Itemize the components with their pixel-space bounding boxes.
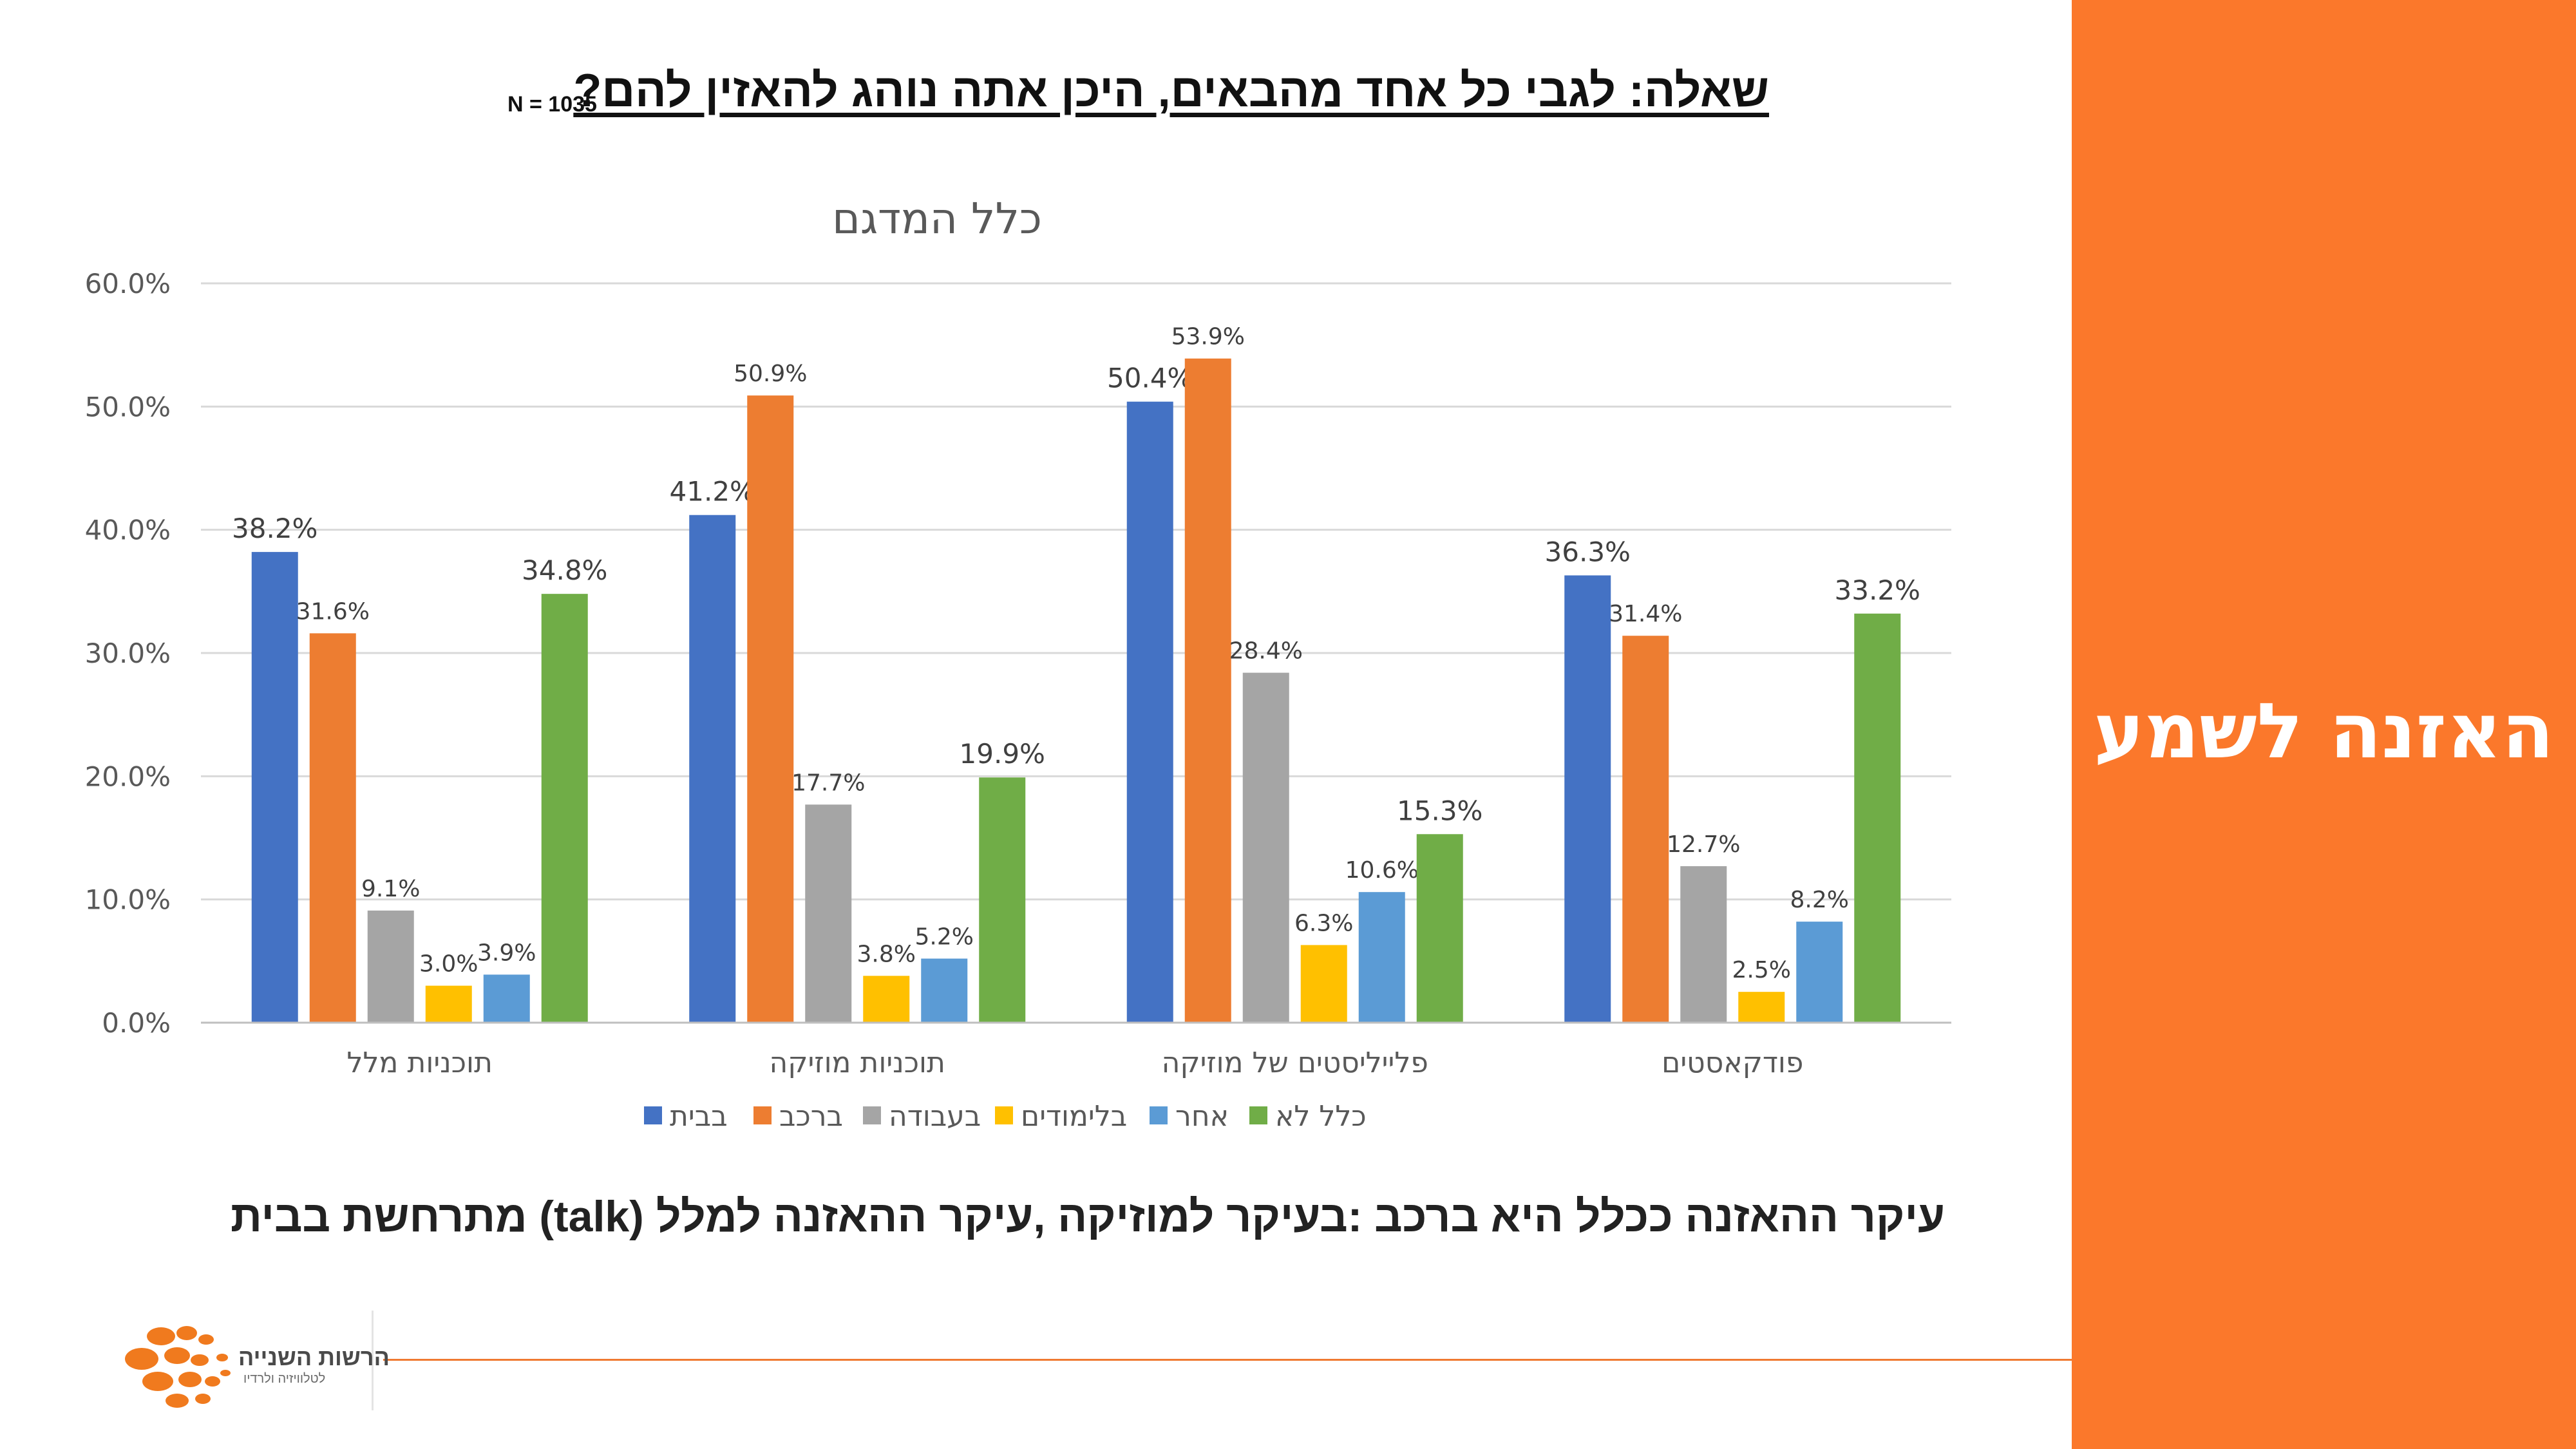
legend-label: בלימודים xyxy=(1021,1100,1127,1133)
data-label: 12.7% xyxy=(1667,831,1740,858)
data-label: 33.2% xyxy=(1835,574,1920,606)
legend-label: ברכב xyxy=(779,1100,843,1133)
legend-swatch xyxy=(1150,1106,1168,1124)
data-label: 6.3% xyxy=(1294,910,1353,936)
data-label: 41.2% xyxy=(670,476,755,507)
bar xyxy=(1242,672,1289,1023)
data-label: 36.3% xyxy=(1545,536,1631,567)
y-tick-label: 20.0% xyxy=(85,761,171,792)
bar xyxy=(1358,892,1405,1023)
legend-label: בעבודה xyxy=(889,1100,981,1133)
bar xyxy=(805,804,852,1023)
legend-swatch xyxy=(753,1106,772,1124)
logo-dots-icon xyxy=(125,1326,231,1408)
data-label: 34.8% xyxy=(522,554,607,586)
bar xyxy=(309,633,356,1023)
category-label: תוכניות מלל xyxy=(347,1046,493,1079)
bar xyxy=(1126,401,1173,1023)
bar xyxy=(251,552,298,1023)
bar xyxy=(1854,613,1901,1023)
bar xyxy=(367,910,414,1023)
legend-label: אחר xyxy=(1175,1100,1229,1133)
bar xyxy=(541,594,588,1023)
bar xyxy=(863,976,910,1023)
data-label: 15.3% xyxy=(1397,795,1482,826)
bar xyxy=(1184,358,1231,1023)
legend-swatch xyxy=(863,1106,881,1124)
bar xyxy=(921,958,968,1023)
legend-swatch xyxy=(995,1106,1013,1124)
logo-text: הרשות השנייה xyxy=(238,1344,390,1370)
chart-title: כלל המדגם xyxy=(832,194,1042,243)
data-label: 3.9% xyxy=(477,940,536,966)
question-title: שאלה: לגבי כל אחד מהבאים, היכן אתה נוהג … xyxy=(573,65,1769,117)
y-tick-label: 30.0% xyxy=(85,638,171,669)
side-panel xyxy=(2072,0,2576,1449)
bar xyxy=(747,395,794,1023)
y-tick-label: 40.0% xyxy=(85,515,171,546)
data-label: 50.4% xyxy=(1107,363,1193,394)
data-label: 38.2% xyxy=(232,513,317,544)
logo-subtext: לטלוויזיה ולרדיו xyxy=(243,1372,326,1386)
category-label: פודקאסטים xyxy=(1662,1046,1803,1079)
bar xyxy=(689,515,736,1023)
bar xyxy=(979,777,1026,1023)
data-label: 9.1% xyxy=(361,876,420,902)
data-label: 8.2% xyxy=(1790,887,1849,913)
data-label: 53.9% xyxy=(1171,324,1245,350)
data-label: 3.0% xyxy=(419,951,478,978)
data-label: 19.9% xyxy=(960,738,1045,770)
bar xyxy=(1300,945,1347,1023)
legend-label: כלל לא xyxy=(1275,1100,1367,1133)
bar-chart: כלל המדגם 0.0% 10.0% 20.0% 30.0% 40.0% 50.0% 60… xyxy=(85,194,1951,1133)
footer-line xyxy=(383,1359,2072,1361)
legend-swatch xyxy=(1249,1106,1267,1124)
bar xyxy=(1796,922,1843,1023)
bar xyxy=(483,974,530,1023)
legend-swatch xyxy=(644,1106,662,1124)
y-tick-label: 0.0% xyxy=(102,1007,171,1039)
y-tick-label: 60.0% xyxy=(85,268,171,299)
bar xyxy=(1416,834,1463,1023)
category-label: תוכניות מוזיקה xyxy=(770,1046,945,1079)
bar xyxy=(1680,866,1727,1023)
data-label: 10.6% xyxy=(1345,857,1419,884)
logo-divider xyxy=(372,1311,374,1410)
data-label: 31.6% xyxy=(296,598,370,625)
data-label: 50.9% xyxy=(734,361,807,387)
bar xyxy=(1738,992,1785,1023)
conclusion-text: עיקר ההאזנה ככלל היא ברכב :בעיקר למוזיקה… xyxy=(231,1192,1945,1241)
legend-label: בבית xyxy=(670,1100,728,1133)
data-label: 5.2% xyxy=(915,924,974,951)
bar xyxy=(1622,636,1669,1023)
data-label: 28.4% xyxy=(1229,638,1303,665)
side-title: האזנה לשמע xyxy=(2094,687,2554,775)
data-label: 17.7% xyxy=(791,770,865,796)
sample-size-label: N = 1035 xyxy=(507,92,597,117)
y-tick-label: 10.0% xyxy=(85,884,171,916)
category-label: פלייליסטים של מוזיקה xyxy=(1162,1046,1428,1079)
data-label: 3.8% xyxy=(857,941,916,967)
data-label: 2.5% xyxy=(1732,957,1791,983)
bar xyxy=(425,985,472,1023)
data-label: 31.4% xyxy=(1609,601,1682,627)
y-tick-label: 50.0% xyxy=(85,391,171,422)
bar xyxy=(1564,575,1611,1023)
